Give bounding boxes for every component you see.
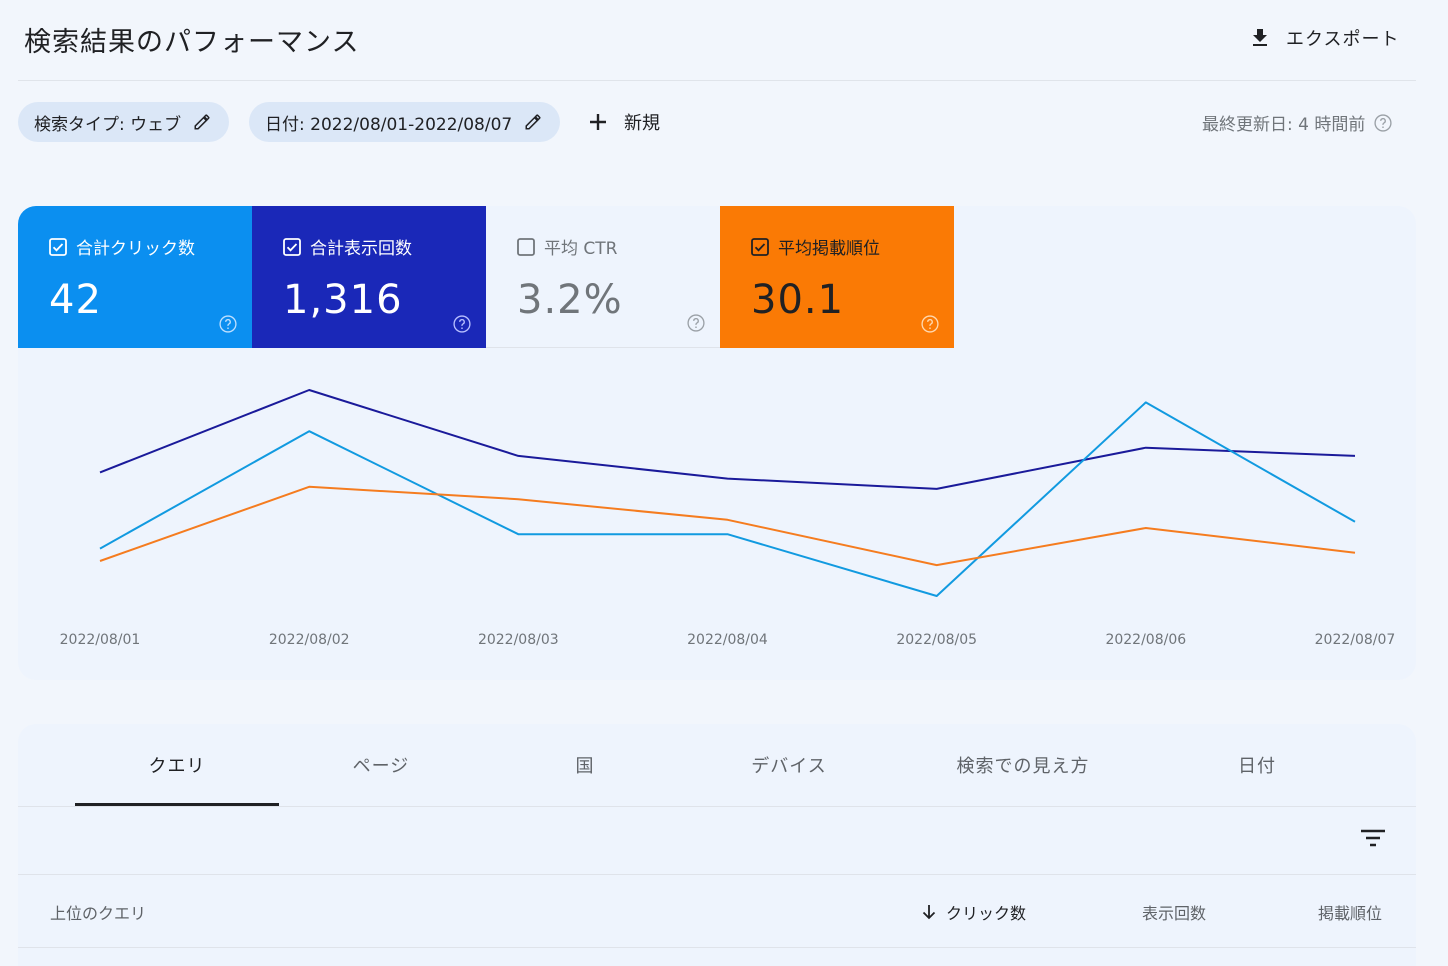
tab-device[interactable]: デバイス xyxy=(751,756,827,777)
x-axis-tick-label: 2022/08/04 xyxy=(687,632,768,648)
checkbox-unchecked-icon[interactable] xyxy=(517,237,535,256)
column-header-query: 上位のクエリ xyxy=(50,904,147,923)
x-axis-tick-label: 2022/08/01 xyxy=(60,632,141,648)
last-updated-text: 最終更新日: 4 時間前 xyxy=(1202,115,1366,135)
series-line-0 xyxy=(99,389,1356,490)
metric-label: 平均 CTR xyxy=(544,239,618,259)
header-divider xyxy=(18,80,1416,81)
metric-value: 1,316 xyxy=(283,277,403,323)
metric-label: 合計表示回数 xyxy=(310,239,412,259)
header-row-divider xyxy=(18,947,1416,948)
x-axis-tick-label: 2022/08/06 xyxy=(1105,632,1186,648)
toolbar-divider xyxy=(18,874,1416,875)
metric-label: 平均掲載順位 xyxy=(778,239,880,259)
column-header-clicks[interactable]: クリック数 xyxy=(920,900,1026,924)
top-bar: 検索結果のパフォーマンス エクスポート xyxy=(0,0,1448,80)
help-icon[interactable] xyxy=(686,313,706,333)
metric-value: 42 xyxy=(49,277,102,323)
export-button[interactable]: エクスポート xyxy=(1248,24,1399,52)
new-filter-label: 新規 xyxy=(624,113,660,134)
date-range-label: 日付: 2022/08/01-2022/08/07 xyxy=(265,114,513,135)
arrow-down-icon xyxy=(922,905,936,920)
metric-label-row: 平均掲載順位 xyxy=(751,234,954,259)
plus-icon xyxy=(590,114,606,130)
metric-value: 3.2% xyxy=(517,277,623,323)
tabs-divider xyxy=(18,806,1416,807)
search-type-label: 検索タイプ: ウェブ xyxy=(34,114,182,135)
tab-country[interactable]: 国 xyxy=(575,756,595,777)
edit-pencil-icon xyxy=(525,114,541,130)
filter-rows-icon[interactable] xyxy=(1359,826,1387,850)
export-label: エクスポート xyxy=(1286,29,1400,50)
edit-pencil-icon xyxy=(194,114,210,130)
help-icon[interactable] xyxy=(218,314,238,334)
performance-line-chart: 2022/08/01 2022/08/02 2022/08/03 2022/08/04… xyxy=(60,389,1396,648)
x-axis-tick-label: 2022/08/05 xyxy=(896,632,977,648)
metric-value: 30.1 xyxy=(751,277,845,323)
column-header-impressions[interactable]: 表示回数 xyxy=(1142,904,1207,923)
search-type-chip[interactable]: 検索タイプ: ウェブ xyxy=(18,102,230,142)
metric-label-row: 合計クリック数 xyxy=(49,234,252,259)
active-tab-indicator xyxy=(75,803,279,806)
series-line-2 xyxy=(99,485,1356,567)
metric-label-row: 合計表示回数 xyxy=(283,234,486,259)
series-line-1 xyxy=(99,401,1356,597)
page-title: 検索結果のパフォーマンス xyxy=(24,27,360,58)
metric-total-clicks[interactable]: 合計クリック数 42 xyxy=(18,206,252,348)
checkbox-checked-icon[interactable] xyxy=(283,237,301,256)
tab-page[interactable]: ページ xyxy=(352,756,410,777)
tab-query[interactable]: クエリ xyxy=(148,756,206,777)
checkbox-checked-icon[interactable] xyxy=(49,237,67,256)
tab-date[interactable]: 日付 xyxy=(1238,756,1276,777)
column-header-position[interactable]: 掲載順位 xyxy=(1318,904,1383,923)
help-icon[interactable] xyxy=(920,314,940,334)
metric-label-row: 平均 CTR xyxy=(517,234,720,259)
metric-total-impressions[interactable]: 合計表示回数 1,316 xyxy=(252,206,486,348)
metric-average-position[interactable]: 平均掲載順位 30.1 xyxy=(720,206,954,348)
performance-card: 合計クリック数 42 合計表示回数 1,316 平均 CTR 3.2% 平均掲載… xyxy=(18,206,1416,680)
new-filter-button[interactable]: 新規 xyxy=(586,104,660,140)
x-axis-tick-label: 2022/08/07 xyxy=(1315,632,1396,648)
download-icon xyxy=(1253,29,1267,46)
metric-label: 合計クリック数 xyxy=(76,239,195,259)
tab-search-appearance[interactable]: 検索での見え方 xyxy=(956,756,1090,777)
x-axis-tick-label: 2022/08/02 xyxy=(269,632,350,648)
date-range-chip[interactable]: 日付: 2022/08/01-2022/08/07 xyxy=(249,102,561,142)
dimension-table-card: クエリ ページ 国 デバイス 検索での見え方 日付 上位のクエリ クリック数 表… xyxy=(18,724,1416,966)
x-axis-tick-label: 2022/08/03 xyxy=(478,632,559,648)
metric-average-ctr[interactable]: 平均 CTR 3.2% xyxy=(486,206,720,348)
help-icon[interactable] xyxy=(452,314,472,334)
help-icon[interactable] xyxy=(1373,113,1393,133)
last-updated: 最終更新日: 4 時間前 xyxy=(1202,110,1393,135)
checkbox-checked-icon[interactable] xyxy=(751,237,769,256)
column-header-clicks-label: クリック数 xyxy=(946,904,1027,923)
